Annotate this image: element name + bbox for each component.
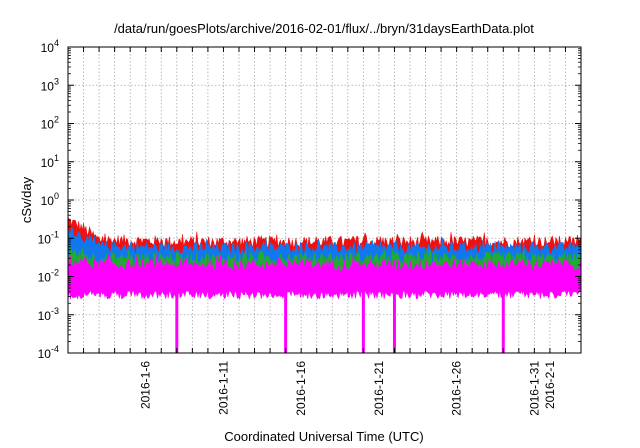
y-tick-label: 102: [41, 115, 59, 132]
dropout-spike: [284, 288, 288, 353]
y-tick-base: 10: [41, 194, 55, 208]
y-tick-base: 10: [41, 118, 55, 132]
x-tick-labels: 2016-1-6 2016-1-11 2016-1-16 2016-1-21 2016-…: [139, 361, 557, 416]
y-tick-label: 10-4: [38, 344, 59, 361]
x-tick-label: 2016-1-26: [450, 361, 464, 416]
x-tick-label: 2016-2-1: [543, 361, 557, 409]
series-magenta-floor: [67, 283, 582, 300]
y-tick-base: 10: [38, 347, 52, 361]
x-tick-label: 2016-1-21: [372, 361, 386, 416]
dropout-spike: [361, 288, 365, 353]
y-tick-base: 10: [41, 156, 55, 170]
y-tick-exponent: 1: [54, 153, 59, 163]
y-tick-exponent: -1: [51, 229, 59, 239]
data-layer: [67, 217, 582, 353]
x-tick-label: 2016-1-6: [139, 361, 153, 409]
x-axis-label: Coordinated Universal Time (UTC): [224, 429, 423, 444]
y-tick-base: 10: [41, 79, 55, 93]
y-tick-label: 10-2: [38, 268, 59, 285]
y-tick-label: 103: [41, 76, 59, 93]
chart-title: /data/run/goesPlots/archive/2016-02-01/f…: [114, 21, 534, 36]
y-tick-exponent: -3: [51, 306, 59, 316]
dropout-spike: [175, 288, 179, 353]
series-magenta: [67, 254, 582, 292]
y-tick-base: 10: [38, 232, 52, 246]
x-tick-label: 2016-1-31: [527, 361, 541, 416]
y-tick-base: 10: [41, 41, 55, 55]
x-tick-label: 2016-1-16: [294, 361, 308, 416]
y-tick-exponent: 0: [54, 191, 59, 201]
y-tick-label: 10-1: [38, 229, 59, 246]
y-tick-exponent: 4: [54, 38, 59, 48]
y-tick-exponent: -4: [51, 344, 59, 354]
x-tick-label: 2016-1-11: [216, 361, 230, 415]
y-tick-exponent: -2: [51, 268, 59, 278]
dropout-spike: [501, 288, 505, 353]
y-tick-exponent: 2: [54, 115, 59, 125]
y-tick-label: 10-3: [38, 306, 59, 323]
dropout-spike: [392, 288, 396, 353]
y-tick-label: 104: [41, 38, 59, 55]
y-tick-label: 100: [41, 191, 59, 208]
y-tick-label: 101: [41, 153, 59, 170]
y-tick-base: 10: [38, 271, 52, 285]
y-tick-base: 10: [38, 309, 52, 323]
y-axis-label: cSv/day: [19, 176, 34, 223]
plot-frame: [67, 46, 582, 354]
y-tick-exponent: 3: [54, 76, 59, 86]
